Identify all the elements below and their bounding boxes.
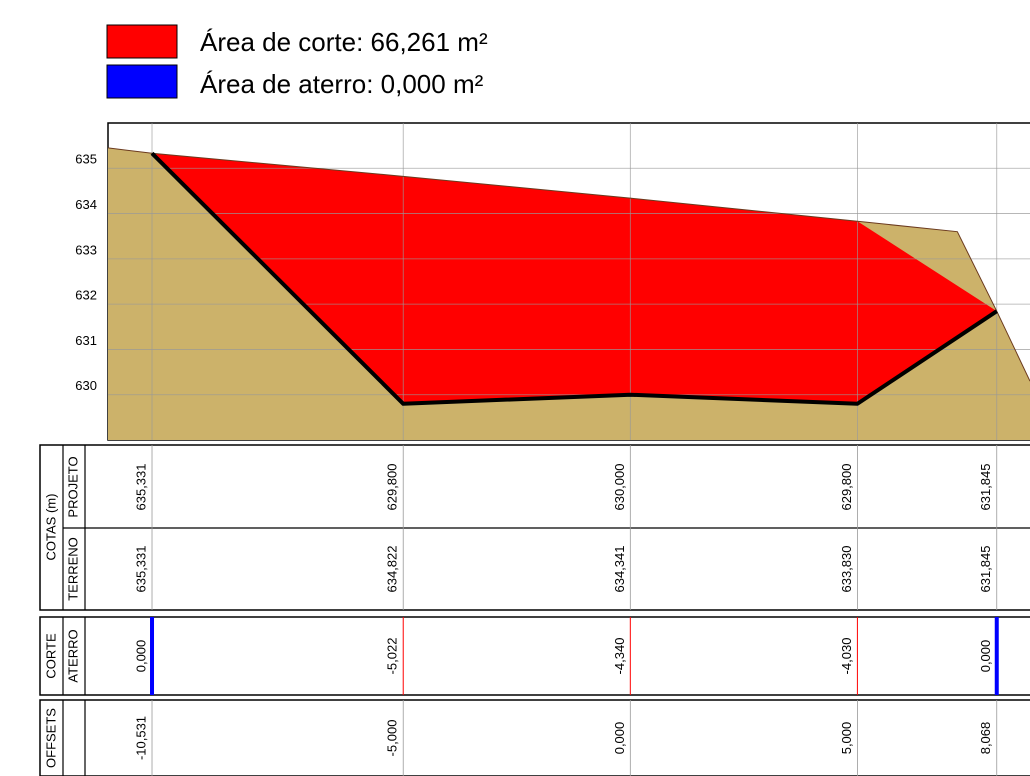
offset-value: -5,000 [385,720,400,757]
row-label: OFFSETS [43,708,58,768]
legend-swatch-cut [106,24,178,59]
project-line [150,151,998,406]
projeto-value: 630,000 [612,464,627,511]
cotas-box [39,444,1030,611]
cut-area [152,153,997,404]
y-tick-label: 633 [75,242,97,257]
y-tick-label: 630 [75,378,97,393]
terreno-value: 633,830 [839,546,854,593]
y-tick-label: 632 [75,288,97,303]
legend-fill: Área de aterro: 0,000 m² [200,69,484,99]
legend-cut: Área de corte: 66,261 m² [200,27,488,57]
corte-aterro-value: -4,030 [839,638,854,675]
terreno-value: 631,845 [978,545,993,592]
terreno-value: 634,822 [385,546,400,593]
group-label: COTAS (m) [43,494,58,561]
corte-aterro-value: 0,000 [133,640,148,673]
offset-value: 0,000 [612,722,627,755]
corte-aterro-value: -5,022 [385,638,400,675]
projeto-value: 635,331 [133,464,148,511]
terreno-value: 634,341 [612,546,627,593]
projeto-value: 629,800 [839,464,854,511]
row-label: ATERRO [65,629,80,682]
row-label: TERRENO [65,537,80,601]
offset-value: 5,000 [839,722,854,755]
ground-line [107,147,1030,382]
projeto-value: 631,845 [978,463,993,510]
projeto-value: 629,800 [385,464,400,511]
y-tick-label: 631 [75,333,97,348]
corte-box [39,616,1030,696]
corte-aterro-value: -4,340 [612,638,627,675]
y-tick-label: 634 [75,197,97,212]
offset-value: -10,531 [133,716,148,760]
offsets-box [39,699,1030,776]
legend-swatch-fill [106,64,178,99]
corte-aterro-value: 0,000 [978,640,993,673]
row-label: PROJETO [65,456,80,517]
row-label: CORTE [43,633,58,679]
y-tick-label: 635 [75,152,97,167]
terreno-value: 635,331 [133,546,148,593]
offset-value: 8,068 [978,722,993,755]
